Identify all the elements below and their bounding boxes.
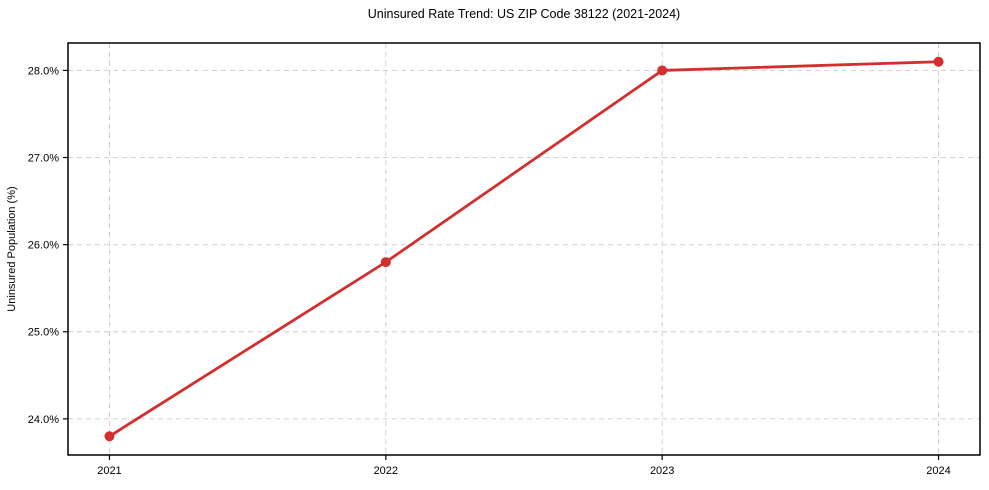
x-tick-label: 2021: [97, 465, 121, 477]
data-point-marker: [657, 65, 668, 76]
data-line: [108, 60, 940, 438]
axes-frame: [67, 42, 981, 456]
y-tick-label: 25.0%: [28, 327, 59, 339]
data-point-marker: [104, 431, 115, 442]
y-tick-label: 28.0%: [28, 65, 59, 77]
y-tick-label: 24.0%: [28, 414, 59, 426]
x-tick-label: 2024: [926, 465, 950, 477]
y-tick-label: 26.0%: [28, 240, 59, 252]
data-point-marker: [380, 257, 391, 268]
x-tick-label: 2022: [374, 465, 398, 477]
chart-title: Uninsured Rate Trend: US ZIP Code 38122 …: [367, 7, 681, 21]
data-point-marker: [933, 56, 944, 67]
x-tick-label: 2023: [650, 465, 674, 477]
y-tick-label: 27.0%: [28, 153, 59, 165]
